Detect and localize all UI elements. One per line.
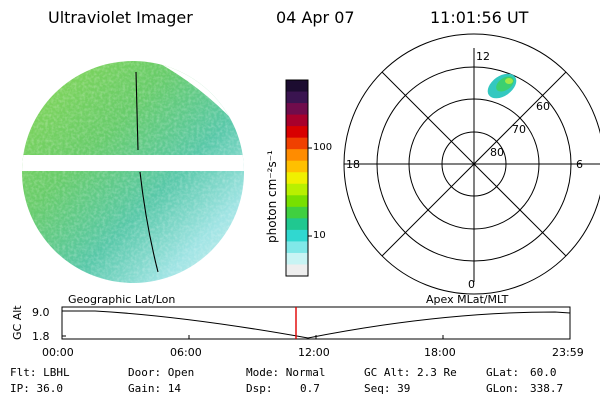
y-tick-1.8: 1.8: [32, 330, 50, 343]
colorbar-segment: [286, 126, 308, 139]
colorbar-segment: [286, 206, 308, 219]
colorbar-segment: [286, 103, 308, 116]
colorbar-segment: [286, 241, 308, 254]
x-tick-1800: 18:00: [424, 346, 456, 359]
glat-label: GLat:: [486, 366, 520, 379]
colorbar-segment: [286, 160, 308, 173]
colorbar-segment: [286, 264, 308, 277]
colorbar-unit-label: photon cm⁻²s⁻¹: [265, 150, 279, 243]
timeline-frame: [61, 306, 571, 340]
colorbar-segment: [286, 218, 308, 231]
timeline-right-label: Apex MLat/MLT: [426, 293, 509, 306]
gc-alt-info: GC Alt: 2.3 Re: [364, 366, 457, 379]
colorbar-segment: [286, 229, 308, 243]
colorbar-tick-100: 100: [313, 142, 332, 153]
colorbar-segment: [286, 114, 308, 127]
colorbar-segment: [286, 172, 308, 185]
colorbar-segment: [286, 195, 308, 208]
mode-info: Mode: Normal: [246, 366, 326, 379]
colorbar-frame: [285, 79, 309, 277]
date-label: 04 Apr 07: [276, 8, 355, 27]
timeline-ticks: [62, 310, 444, 339]
glat-value: 60.0: [530, 366, 557, 379]
lat-label-80: 80: [490, 146, 504, 159]
mlt-label-6: 6: [576, 158, 583, 171]
x-tick-0600: 06:00: [170, 346, 202, 359]
filter-info: Flt: LBHL: [10, 366, 70, 379]
gain-info: Gain: 14: [128, 382, 181, 395]
instrument-title: Ultraviolet Imager: [48, 8, 193, 27]
lat-label-60: 60: [536, 100, 550, 113]
terminator-line: [135, 71, 159, 273]
dsp-value: 0.7: [300, 382, 320, 395]
colorbar-tick-10: 10: [313, 230, 326, 241]
colorbar-segment: [286, 183, 308, 196]
timeline-left-label: Geographic Lat/Lon: [68, 293, 175, 306]
mlt-label-12: 12: [476, 50, 490, 63]
polar-grid: [343, 33, 600, 295]
x-tick-1200: 12:00: [298, 346, 330, 359]
dsp-label: Dsp:: [246, 382, 273, 395]
aurora-blob: [487, 73, 517, 99]
ip-info: IP: 36.0: [10, 382, 63, 395]
time-label: 11:01:56 UT: [430, 8, 529, 27]
y-tick-9: 9.0: [32, 306, 50, 319]
glon-label: GLon:: [486, 382, 520, 395]
altitude-curve: [62, 310, 571, 339]
uv-globe-image: [22, 61, 244, 283]
mlt-label-18: 18: [346, 158, 360, 171]
colorbar: [285, 79, 312, 277]
x-tick-0000: 00:00: [42, 346, 74, 359]
seq-info: Seq: 39: [364, 382, 411, 395]
lat-label-70: 70: [512, 123, 526, 136]
colorbar-segment: [286, 252, 308, 266]
colorbar-segment: [286, 80, 308, 93]
timeline-axis-title: GC Alt: [11, 305, 24, 340]
colorbar-segment: [286, 149, 308, 162]
x-tick-2359: 23:59: [552, 346, 584, 359]
glon-value: 338.7: [530, 382, 564, 395]
colorbar-segment: [286, 137, 308, 150]
colorbar-segment: [286, 91, 308, 104]
door-info: Door: Open: [128, 366, 195, 379]
mlt-label-0: 0: [468, 278, 475, 291]
